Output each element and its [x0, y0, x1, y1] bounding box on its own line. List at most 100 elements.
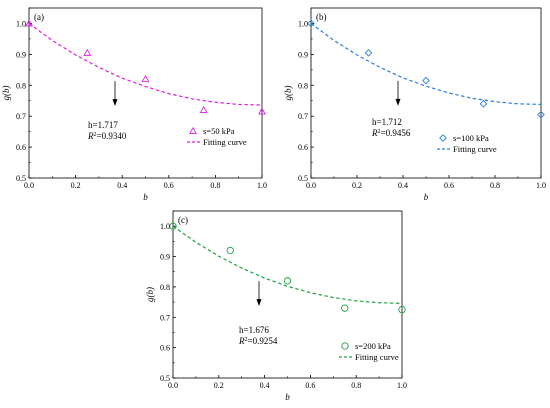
annotation-r2-value: 0.9254 — [253, 336, 278, 346]
y-tick-label: 0.8 — [298, 81, 308, 90]
y-tick-label: 0.6 — [298, 143, 308, 152]
r2-exponent: 2 — [245, 337, 248, 343]
data-point — [341, 304, 349, 312]
data-point — [199, 105, 208, 114]
data-point — [141, 74, 150, 83]
x-tick-label: 0.6 — [164, 181, 174, 190]
y-tick-label: 0.8 — [160, 283, 170, 292]
panel-label: (b) — [316, 12, 327, 22]
y-axis-label: g(b) — [283, 86, 293, 101]
chart-panel-a: 0.0 0.2 0.4 0.6 0.8 1.0 0.5 0.6 0.7 0.8 0.9 1.0 b g(b… — [1, 7, 267, 202]
x-tick-label: 0.8 — [490, 181, 500, 190]
plot-frame — [28, 7, 263, 179]
y-axis-label: g(b) — [1, 86, 11, 101]
y-tick-label: 0.7 — [160, 313, 170, 322]
x-tick-label: 1.0 — [257, 181, 267, 190]
x-tick-label: 0.2 — [352, 181, 362, 190]
chart-panel-b: 0.0 0.2 0.4 0.6 0.8 1.0 0.5 0.6 0.7 0.8 0.9 1.0 b g(b… — [283, 7, 546, 202]
data-point — [83, 48, 92, 56]
r2-symbol: R — [371, 128, 378, 138]
x-tick-label: 0.2 — [71, 181, 81, 190]
x-tick-label: 0.8 — [210, 181, 220, 190]
y-tick-label: 0.9 — [160, 253, 170, 262]
legend-label-points: s=100 kPa — [453, 133, 489, 143]
data-point — [398, 306, 406, 314]
x-tick-label: 0.4 — [260, 381, 270, 390]
x-tick-label: 0.4 — [398, 181, 408, 190]
y-axis-label: g(b) — [145, 287, 155, 302]
x-axis-label: b — [424, 192, 429, 202]
y-tick-label: 0.6 — [160, 344, 170, 353]
x-tick-label: 0.2 — [214, 381, 224, 390]
annotation-h-value: h=1.717 — [88, 120, 118, 130]
x-tick-label: 0.6 — [305, 381, 315, 390]
x-tick-label: 1.0 — [536, 181, 546, 190]
annotation-h: h=1.717 — [88, 120, 118, 130]
r2-equals: = — [381, 128, 386, 138]
annotation-arrow-head — [395, 98, 401, 106]
annotation-h-value: h=1.676 — [239, 325, 269, 335]
x-tick-label: 0.0 — [168, 381, 178, 390]
annotation-r2: R2=0.9254 — [238, 336, 278, 346]
fitting-curve-line — [172, 225, 403, 304]
data-point — [307, 19, 315, 28]
y-tick-label: 0.8 — [16, 81, 26, 90]
x-tick-label: 0.6 — [444, 181, 454, 190]
data-point — [283, 277, 292, 285]
r2-symbol: R — [87, 131, 94, 141]
legend-label-fit: Fitting curve — [453, 144, 497, 154]
fitting-curve-line — [28, 22, 263, 106]
data-point — [537, 110, 545, 119]
data-point — [226, 246, 234, 255]
legend-marker — [189, 126, 197, 135]
y-tick-label: 0.7 — [298, 112, 308, 121]
annotation-r2: R2=0.9340 — [87, 131, 127, 141]
legend-marker — [439, 134, 447, 142]
annotation-r2: R2=0.9456 — [371, 128, 411, 138]
data-point — [169, 222, 177, 230]
x-axis-label: b — [143, 192, 148, 202]
panel-label: (c) — [178, 215, 188, 225]
data-point — [479, 99, 488, 108]
y-tick-label: 0.9 — [298, 50, 308, 59]
legend-label-points: s=200 kPa — [355, 341, 391, 351]
annotation-h: h=1.676 — [239, 325, 269, 335]
legend-marker — [341, 342, 349, 350]
chart-panel-c: 0.0 0.2 0.4 0.6 0.8 1.0 0.5 0.6 0.7 0.8 0.9 1.0 b g(b… — [145, 210, 407, 402]
annotation-r2-value: 0.9340 — [102, 131, 127, 141]
panel-label: (a) — [34, 12, 44, 22]
plot-frame — [310, 7, 542, 179]
r2-exponent: 2 — [378, 129, 381, 135]
legend-label-fit: Fitting curve — [203, 137, 247, 147]
data-point — [364, 48, 373, 57]
y-tick-label: 0.5 — [16, 174, 26, 183]
data-point — [25, 19, 33, 27]
r2-equals: = — [97, 131, 102, 141]
y-tick-label: 1.0 — [298, 19, 308, 28]
fitting-curve-line — [310, 22, 542, 106]
annotation-r2-value: 0.9456 — [386, 128, 411, 138]
y-tick-label: 0.7 — [16, 112, 26, 121]
x-tick-label: 0.4 — [117, 181, 127, 190]
legend-label-points: s=50 kPa — [203, 126, 235, 136]
y-tick-label: 1.0 — [160, 222, 170, 231]
y-tick-label: 1.0 — [16, 19, 26, 28]
annotation-arrow-head — [256, 299, 262, 307]
x-tick-label: 1.0 — [397, 381, 407, 390]
r2-exponent: 2 — [94, 132, 97, 138]
data-point — [422, 76, 430, 85]
annotation-h-value: h=1.712 — [372, 117, 402, 127]
x-axis-label: b — [285, 392, 290, 402]
r2-symbol: R — [238, 336, 245, 346]
r2-equals: = — [248, 336, 253, 346]
annotation-arrow-head — [112, 99, 118, 107]
x-tick-label: 0.0 — [306, 181, 316, 190]
y-tick-label: 0.5 — [298, 174, 308, 183]
data-point — [258, 107, 266, 115]
legend-label-fit: Fitting curve — [355, 352, 399, 362]
y-tick-label: 0.5 — [160, 374, 170, 383]
